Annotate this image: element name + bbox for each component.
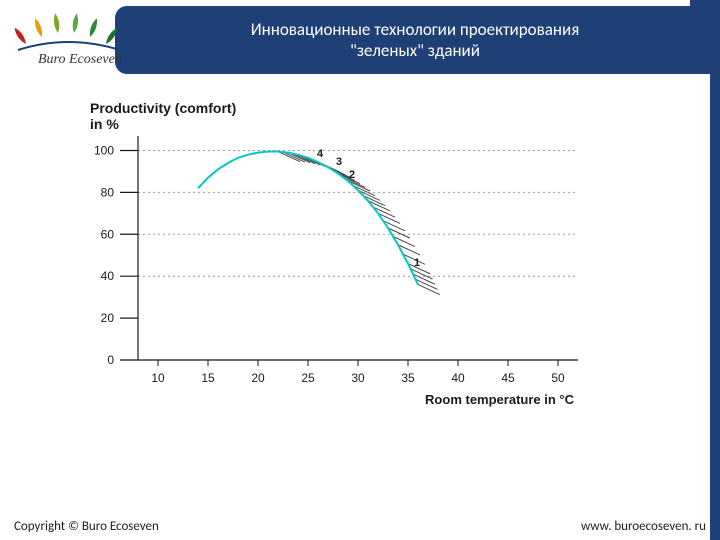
svg-text:60: 60 [101, 227, 115, 241]
svg-text:2: 2 [349, 169, 355, 181]
svg-text:20: 20 [251, 371, 265, 385]
svg-text:1: 1 [414, 257, 420, 269]
svg-text:30: 30 [351, 371, 365, 385]
svg-text:35: 35 [401, 371, 415, 385]
svg-text:15: 15 [201, 371, 215, 385]
logo: Buro Ecoseven [8, 4, 128, 70]
website-url: www. buroecoseven. ru [581, 519, 706, 534]
svg-text:80: 80 [101, 185, 115, 199]
frame-right [710, 0, 720, 540]
svg-text:10: 10 [151, 371, 165, 385]
productivity-chart: Productivity (comfort) in % 0 20 40 60 80 100… [90, 100, 630, 470]
svg-text:50: 50 [551, 371, 565, 385]
chart-ylabel-line1: Productivity (comfort) [90, 100, 630, 116]
svg-text:100: 100 [94, 143, 114, 157]
chart-svg: 0 20 40 60 80 100 10 15 20 25 30 35 40 45 50 Room tempe… [90, 132, 630, 452]
svg-text:45: 45 [501, 371, 515, 385]
svg-text:4: 4 [317, 148, 324, 160]
svg-text:20: 20 [101, 311, 115, 325]
chart-ylabel-line2: in % [90, 116, 630, 132]
header-title-line2: "зеленых" зданий [350, 40, 480, 61]
copyright-text: Copyright © Buro Ecoseven [14, 519, 159, 534]
svg-text:25: 25 [301, 371, 315, 385]
svg-text:3: 3 [336, 156, 342, 168]
header-band: Инновационные технологии проектирования … [115, 6, 715, 74]
svg-text:Room temperature in °C: Room temperature in °C [425, 392, 575, 407]
header-title-line1: Инновационные технологии проектирования [251, 19, 580, 40]
footer: Copyright © Buro Ecoseven www. buroecose… [14, 519, 706, 534]
svg-text:40: 40 [451, 371, 465, 385]
svg-text:40: 40 [101, 269, 115, 283]
svg-text:0: 0 [107, 353, 114, 367]
logo-caption: Buro Ecoseven [38, 52, 122, 68]
